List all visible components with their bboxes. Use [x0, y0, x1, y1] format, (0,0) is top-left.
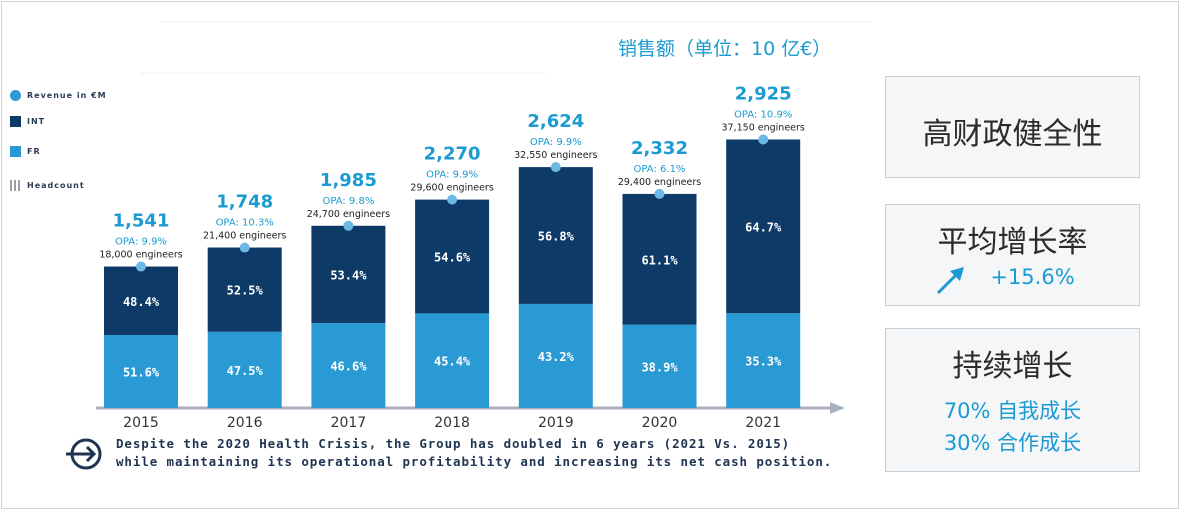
label-fr-2019: 43.2%	[538, 350, 575, 364]
revenue-marker-2018	[447, 194, 458, 205]
bar-int-2018	[415, 199, 490, 314]
bar-int-2021	[726, 139, 801, 314]
label-int-2015: 48.4%	[123, 295, 160, 309]
box-average-growth-title: 平均增长率	[937, 225, 1088, 260]
trend-up-icon	[936, 267, 964, 295]
box-sustained-growth-title: 持续增长	[952, 349, 1073, 384]
label-fr-2021: 35.3%	[745, 355, 782, 369]
legend-item-headcount: Headcount	[10, 176, 85, 194]
label-int-2016: 52.5%	[227, 284, 264, 298]
headcount-icon	[10, 179, 21, 191]
label-int-2018: 54.6%	[434, 251, 471, 265]
x-tick-2019: 2019	[538, 415, 574, 431]
legend: Revenue in €M INT FR Headcount	[10, 86, 130, 196]
headcount-2016: 21,400 engineers	[203, 231, 286, 242]
total-2021: 2,925	[735, 83, 792, 104]
bar-fr-2016	[207, 331, 282, 408]
revenue-marker-2021	[758, 134, 769, 145]
note-text: Despite the 2020 Health Crisis, the Grou…	[116, 436, 833, 469]
headcount-2018: 29,600 engineers	[410, 183, 493, 194]
arrow-circle-icon	[66, 438, 102, 470]
unit-label: 销售额（单位：10 亿€）	[618, 38, 832, 60]
box-sustained-growth: 持续增长 70% 自我成长 30% 合作成长	[885, 328, 1140, 472]
int-swatch-icon	[10, 115, 21, 127]
label-int-2020: 61.1%	[641, 253, 678, 267]
legend-label-int: INT	[27, 116, 46, 126]
box-average-growth-value: +15.6%	[990, 265, 1075, 289]
headcount-2017: 24,700 engineers	[307, 209, 390, 220]
total-2017: 1,985	[320, 170, 377, 191]
legend-label-headcount: Headcount	[27, 180, 85, 190]
box-sustained-growth-line-1: 70% 自我成长	[943, 399, 1082, 423]
opa-2016: OPA: 10.3%	[216, 218, 274, 229]
label-fr-2015: 51.6%	[123, 366, 160, 380]
bar-fr-2020	[622, 324, 697, 408]
total-2019: 2,624	[527, 111, 584, 132]
opa-2015: OPA: 9.9%	[115, 237, 167, 248]
revenue-marker-2016	[239, 242, 250, 253]
label-int-2019: 56.8%	[538, 230, 575, 244]
bar-int-2016	[207, 247, 282, 332]
revenue-marker-2017	[343, 220, 354, 231]
total-2020: 2,332	[631, 138, 688, 159]
opa-2021: OPA: 10.9%	[734, 109, 792, 120]
headcount-2021: 37,150 engineers	[722, 122, 805, 133]
legend-item-fr: FR	[10, 142, 41, 160]
opa-2017: OPA: 9.8%	[322, 196, 374, 207]
label-fr-2020: 38.9%	[641, 360, 678, 374]
headcount-2015: 18,000 engineers	[99, 250, 182, 261]
headcount-2019: 32,550 engineers	[514, 150, 597, 161]
x-tick-2021: 2021	[745, 415, 781, 431]
box-average-growth: 平均增长率 +15.6%	[885, 204, 1140, 306]
bar-fr-2017	[311, 323, 386, 408]
x-tick-2018: 2018	[434, 415, 470, 431]
legend-label-revenue: Revenue in €M	[27, 90, 107, 100]
bar-int-2019	[518, 167, 593, 304]
total-2016: 1,748	[216, 192, 273, 213]
label-int-2017: 53.4%	[330, 268, 367, 282]
bar-fr-2018	[415, 313, 490, 408]
bar-fr-2021	[726, 313, 801, 408]
box-financial-health: 高财政健全性	[885, 76, 1140, 178]
opa-2019: OPA: 9.9%	[530, 137, 582, 148]
legend-label-fr: FR	[27, 146, 41, 156]
headcount-2020: 29,400 engineers	[618, 177, 701, 188]
legend-item-revenue: Revenue in €M	[10, 86, 107, 104]
total-2018: 2,270	[424, 144, 481, 165]
label-int-2021: 64.7%	[745, 220, 782, 234]
label-fr-2017: 46.6%	[330, 360, 367, 374]
fr-swatch-icon	[10, 145, 21, 157]
total-2015: 1,541	[113, 211, 170, 232]
x-tick-2016: 2016	[227, 415, 263, 431]
bar-fr-2019	[518, 303, 593, 408]
legend-item-int: INT	[10, 112, 45, 130]
revenue-marker-2019	[550, 162, 561, 173]
opa-2020: OPA: 6.1%	[634, 164, 686, 175]
revenue-dot-icon	[10, 89, 21, 101]
opa-2018: OPA: 9.9%	[426, 170, 478, 181]
box-financial-health-title: 高财政健全性	[922, 117, 1103, 152]
x-axis-arrow	[830, 402, 845, 414]
bar-int-2020	[622, 193, 697, 325]
revenue-marker-2020	[654, 188, 665, 199]
label-fr-2018: 45.4%	[434, 355, 471, 369]
bar-fr-2015	[104, 335, 178, 408]
bar-int-2017	[311, 225, 386, 324]
revenue-chart: 51.6% 48.4% 18,000 engineers OPA: 9.9% 1,541…	[96, 21, 870, 431]
revenue-marker-2015	[136, 261, 146, 272]
box-sustained-growth-line-2: 30% 合作成长	[943, 431, 1082, 455]
bar-int-2015	[104, 266, 178, 336]
label-fr-2016: 47.5%	[227, 364, 264, 378]
x-tick-2015: 2015	[123, 415, 159, 431]
x-tick-2020: 2020	[642, 415, 678, 431]
x-tick-2017: 2017	[331, 415, 367, 431]
